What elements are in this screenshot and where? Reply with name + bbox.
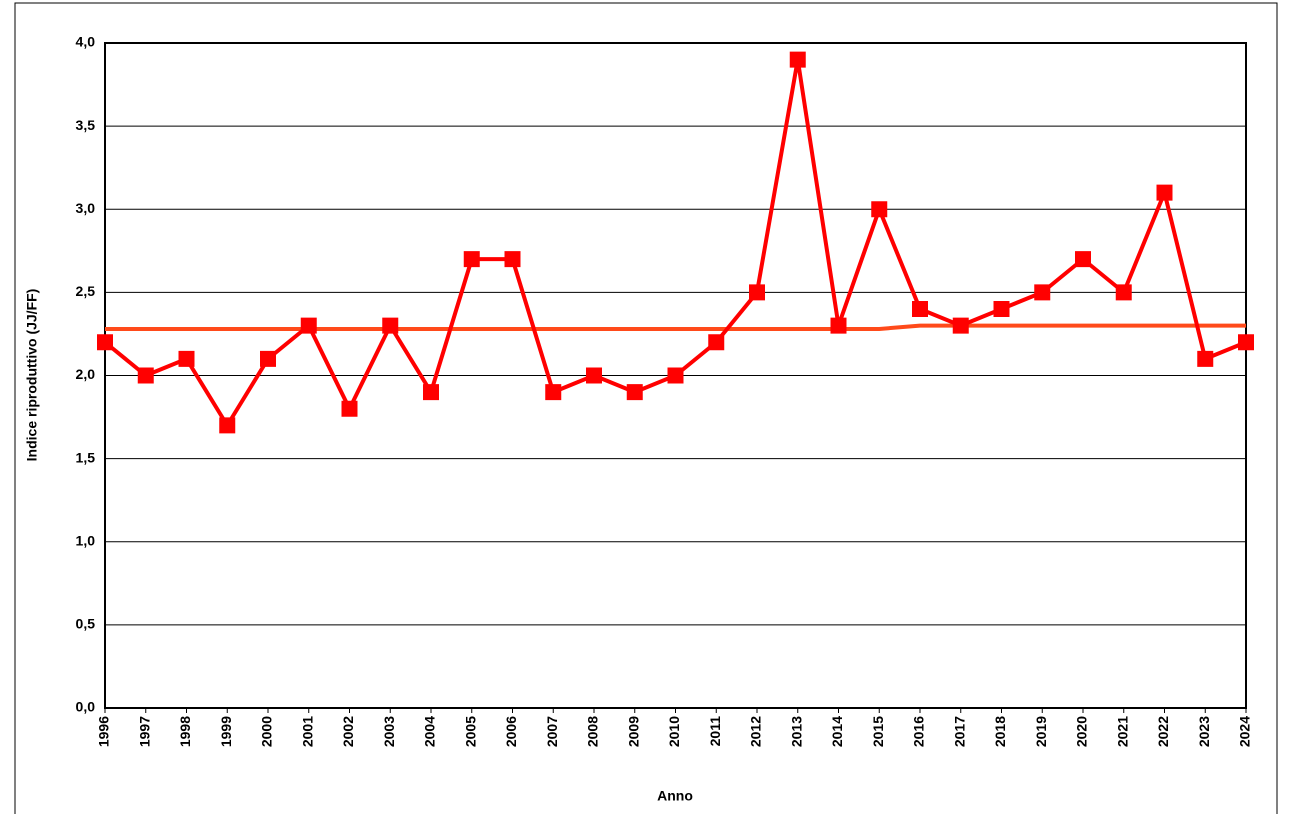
data-point xyxy=(830,317,847,334)
data-point xyxy=(912,301,928,317)
x-tick-label: 2008 xyxy=(585,716,601,747)
x-tick-label: 2011 xyxy=(707,716,723,747)
x-tick-label: 2014 xyxy=(829,716,845,747)
data-point xyxy=(708,334,725,351)
data-point xyxy=(1034,284,1051,301)
data-point xyxy=(300,317,317,334)
data-point xyxy=(1075,251,1091,268)
x-tick-label: 2022 xyxy=(1155,716,1171,747)
x-tick-label: 2001 xyxy=(299,716,315,747)
data-point xyxy=(545,384,562,401)
data-point xyxy=(749,284,765,301)
chart-frame xyxy=(14,2,1278,814)
data-point xyxy=(952,317,969,334)
x-tick-label: 2007 xyxy=(544,716,560,747)
x-tick-label: 2005 xyxy=(462,716,478,747)
data-point xyxy=(1238,334,1254,351)
x-tick-label: 2017 xyxy=(951,716,967,747)
y-tick-label: 1,0 xyxy=(76,532,96,548)
x-tick-label: 2010 xyxy=(666,716,682,747)
data-point xyxy=(871,201,888,218)
x-tick-label: 1999 xyxy=(218,716,234,747)
data-point xyxy=(993,301,1010,317)
x-tick-label: 2013 xyxy=(788,716,804,747)
data-point xyxy=(586,367,602,384)
x-tick-label: 2000 xyxy=(259,716,275,747)
x-tick-label: 2019 xyxy=(1033,716,1049,747)
y-tick-label: 3,5 xyxy=(76,117,96,133)
data-point xyxy=(1156,184,1173,201)
data-point xyxy=(463,251,480,268)
data-point xyxy=(219,417,236,434)
x-tick-label: 1997 xyxy=(136,716,152,747)
y-tick-label: 2,5 xyxy=(76,283,96,299)
x-tick-label: 2020 xyxy=(1074,716,1090,747)
data-point xyxy=(1197,350,1214,367)
data-point xyxy=(260,350,276,367)
y-tick-label: 2,0 xyxy=(76,366,96,382)
x-tick-label: 2009 xyxy=(625,716,641,747)
x-tick-label: 2002 xyxy=(340,716,356,747)
x-tick-label: 2003 xyxy=(381,716,397,747)
x-axis-title: Anno xyxy=(657,788,693,804)
data-point xyxy=(382,317,399,334)
x-tick-label: 2018 xyxy=(992,716,1008,747)
x-tick-label: 2016 xyxy=(911,716,927,747)
data-point xyxy=(341,400,358,417)
x-tick-label: 2024 xyxy=(1237,716,1253,747)
y-tick-label: 4,0 xyxy=(76,34,96,50)
x-tick-label: 2023 xyxy=(1196,716,1212,747)
data-point xyxy=(789,51,806,68)
data-point xyxy=(178,350,195,367)
data-point xyxy=(626,384,643,401)
x-tick-label: 1998 xyxy=(177,716,193,747)
data-point xyxy=(423,384,439,401)
series-line xyxy=(105,323,1246,331)
data-point xyxy=(97,334,113,351)
y-tick-label: 1,5 xyxy=(76,449,96,465)
x-tick-label: 2012 xyxy=(748,716,764,747)
y-tick-label: 3,0 xyxy=(76,200,96,216)
data-point xyxy=(1115,284,1132,301)
y-axis-title: Indice riproduttivo (JJ/FF) xyxy=(24,289,40,462)
x-tick-label: 2015 xyxy=(870,716,886,747)
data-point xyxy=(137,367,154,384)
data-point xyxy=(504,251,521,268)
y-tick-label: 0,0 xyxy=(76,699,96,715)
x-tick-label: 2004 xyxy=(422,716,438,747)
x-tick-label: 2021 xyxy=(1114,716,1130,747)
data-point xyxy=(667,367,684,384)
x-tick-label: 1996 xyxy=(96,716,112,747)
x-tick-label: 2006 xyxy=(503,716,519,747)
y-tick-label: 0,5 xyxy=(76,616,96,632)
